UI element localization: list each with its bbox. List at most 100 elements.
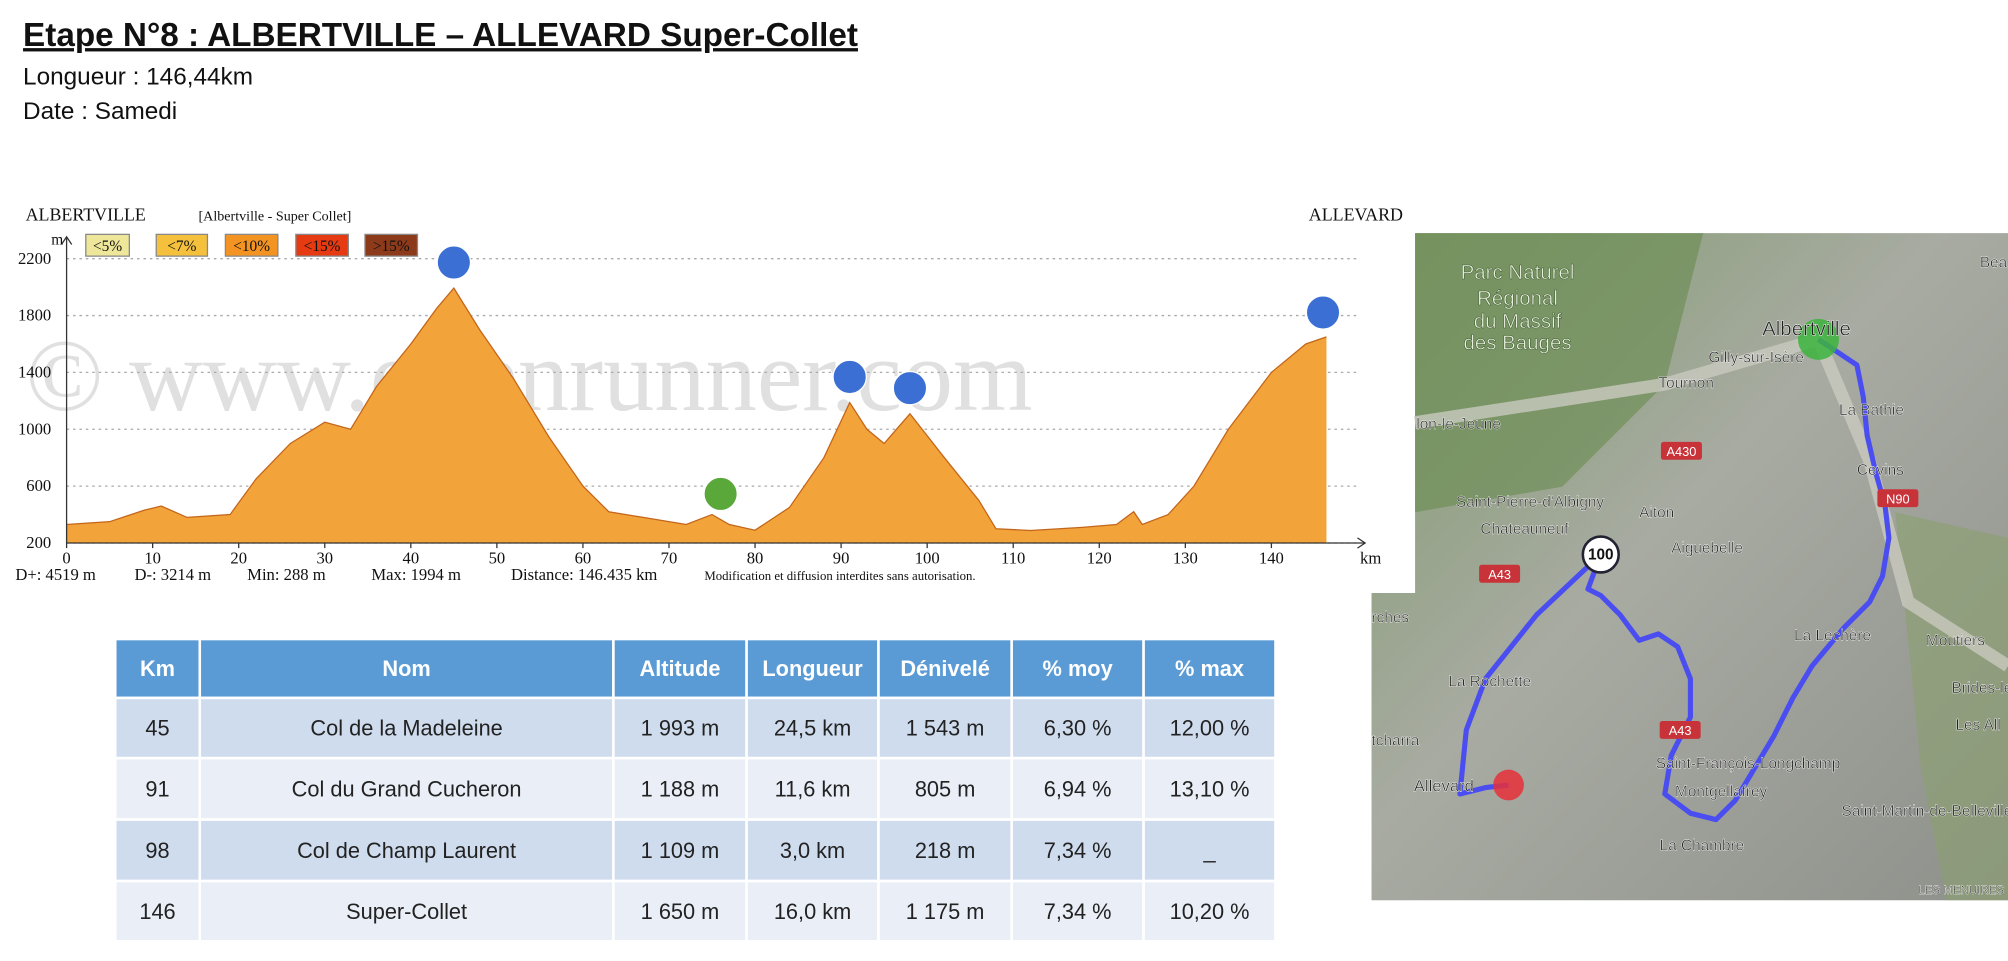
place-label: Allevard — [1414, 776, 1474, 795]
legend-swatch — [155, 233, 209, 257]
place-label: Saint-Pierre-d'Albigny — [1456, 494, 1604, 511]
header-cell — [877, 637, 1013, 700]
legend-swatch — [295, 233, 349, 257]
table-cell — [612, 879, 748, 943]
x-tick-label: 10 — [144, 548, 161, 567]
place-label: La Bathie — [1839, 402, 1904, 419]
y-tick-label: 200 — [26, 533, 51, 552]
legend-swatch — [224, 233, 279, 257]
title: Etape N°8 : ALBERTVILLE – ALLEVARD Super… — [23, 17, 858, 54]
start-label: ALBERTVILLE — [26, 204, 146, 224]
place-label: La Lechère — [1794, 627, 1871, 644]
road-label: A43 — [1669, 723, 1692, 738]
map-forest — [1415, 233, 1704, 513]
park-label: Régional — [1477, 287, 1558, 310]
cell-text: 11,6 km — [775, 777, 851, 802]
cell-text: _ — [1202, 838, 1216, 863]
y-tick-label: 1800 — [18, 306, 51, 325]
y-axis-label: m — [51, 232, 63, 249]
end-label: ALLEVARD — [1309, 204, 1403, 224]
place-label: Bea — [1980, 255, 2008, 272]
climbs-table: Km Nom Altitude Longueur Dénivelé % moy % max 4… — [113, 637, 1277, 943]
table-cell — [1010, 818, 1145, 883]
subtitle: [Albertville - Super Collet] — [198, 208, 351, 224]
road-label: N90 — [1886, 491, 1909, 506]
header-text: Km — [140, 656, 175, 681]
road-shield — [1660, 441, 1702, 460]
cell-text: 1 650 m — [641, 899, 720, 924]
x-tick-label: 80 — [747, 548, 764, 567]
cell-text: 98 — [145, 838, 169, 863]
park-label: Parc Naturel — [1461, 261, 1575, 284]
park-label: du Massif — [1474, 310, 1562, 333]
road-shield — [1479, 564, 1521, 583]
cell-text: 7,34 % — [1044, 899, 1112, 924]
climb-marker — [832, 359, 868, 395]
date: Date : Samedi — [23, 98, 177, 125]
table-cell — [1142, 756, 1277, 821]
map-valley — [1414, 331, 2008, 672]
x-tick-label: 60 — [575, 548, 592, 567]
cell-text: 1 109 m — [641, 838, 720, 863]
place-label: Albertville — [1762, 318, 1851, 341]
x-tick-label: 140 — [1259, 548, 1284, 567]
length: Longueur : 146,44km — [23, 64, 253, 91]
y-tick-label: 1000 — [18, 419, 51, 438]
place-label: Tournon — [1658, 375, 1714, 392]
place-label: rches — [1372, 609, 1410, 626]
climb-marker — [1305, 295, 1341, 330]
cell-text: 1 993 m — [641, 716, 720, 741]
cell-text: 10,20 % — [1170, 899, 1250, 924]
park-label: des Bauges — [1463, 332, 1571, 355]
cell-text: Col de Champ Laurent — [297, 838, 516, 863]
stat: D+: 4519 m — [15, 565, 96, 584]
elevation-chart: ALBERTVILLE [Albertville - Super Collet] A… — [15, 204, 1403, 584]
cell-text: 24,5 km — [774, 716, 851, 741]
road-label: A430 — [1666, 444, 1696, 459]
cell-text: 805 m — [915, 777, 976, 802]
cell-text: 1 188 m — [641, 777, 720, 802]
cell-text: 218 m — [915, 838, 976, 863]
header-cell — [1142, 637, 1277, 700]
road-shield — [1659, 720, 1701, 739]
y-axis — [60, 235, 73, 543]
x-tick-label: 30 — [316, 548, 333, 567]
x-tick-label: 70 — [661, 548, 678, 567]
x-tick-label: 100 — [915, 548, 940, 567]
x-tick-label: 20 — [230, 548, 247, 567]
place-label: La Chambre — [1660, 837, 1745, 854]
cell-text: 6,30 % — [1044, 716, 1112, 741]
climb-marker — [892, 370, 928, 406]
stat: Min: 288 m — [247, 565, 326, 584]
place-label: Montgellafrey — [1675, 784, 1768, 801]
table-cell — [1142, 818, 1277, 883]
x-axis — [66, 537, 1367, 549]
x-tick-label: 130 — [1173, 548, 1198, 567]
cell-text: 91 — [145, 777, 169, 802]
legend-label: <7% — [167, 238, 196, 255]
stat: Max: 1994 m — [371, 565, 461, 584]
stat: Distance: 146.435 km — [511, 565, 657, 584]
cell-text: 3,0 km — [780, 838, 845, 863]
cell-text: 6,94 % — [1044, 777, 1112, 802]
legend-label: <10% — [233, 238, 270, 255]
place-label: tcharra — [1372, 732, 1420, 749]
place-label: Cevins — [1857, 462, 1904, 479]
cell-text: 45 — [145, 716, 169, 741]
legend-label: >15% — [373, 238, 410, 255]
place-label: Moutiers — [1926, 632, 1985, 649]
elevation-area — [66, 288, 1327, 543]
cell-text: Col de la Madeleine — [310, 716, 502, 741]
table-cell — [877, 696, 1013, 760]
cell-text: 13,10 % — [1170, 777, 1250, 802]
legend-swatch — [85, 233, 130, 257]
cell-text: 1 175 m — [906, 899, 985, 924]
cell-text: Col du Grand Cucheron — [292, 777, 522, 802]
header-text: % max — [1175, 656, 1244, 681]
start-marker — [1797, 318, 1839, 360]
table-cell — [1142, 696, 1277, 760]
header-text: Nom — [382, 656, 430, 681]
cell-text: 7,34 % — [1044, 838, 1112, 863]
place-label: Aiton — [1639, 504, 1674, 521]
